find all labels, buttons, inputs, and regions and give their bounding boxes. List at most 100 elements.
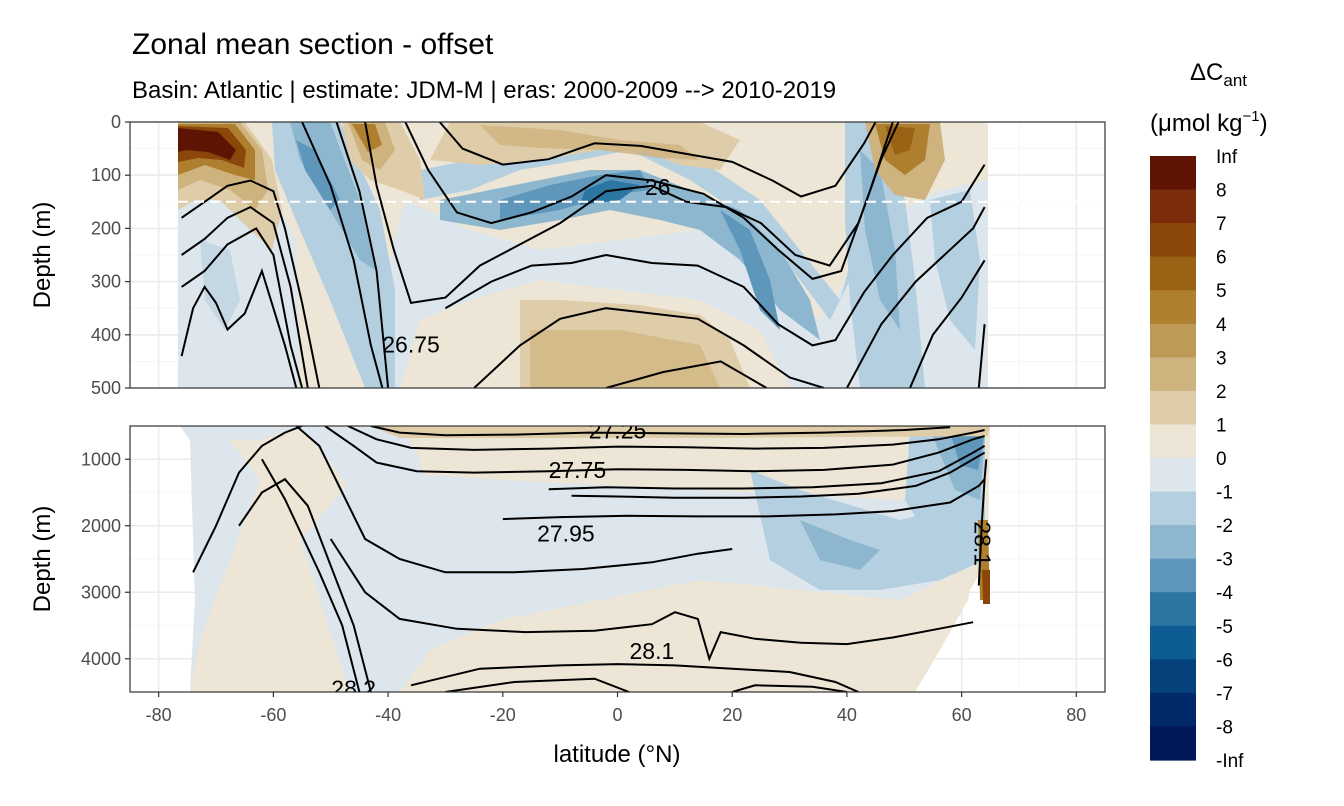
legend-label: -2: [1216, 516, 1233, 537]
legend-label: Inf: [1216, 147, 1238, 168]
contour-label: 28.2: [331, 676, 376, 702]
field-fill: [420, 122, 900, 320]
legend-color-key: [1150, 525, 1196, 560]
contour-label: 26.75: [382, 331, 440, 357]
legend-color-key: [1150, 390, 1196, 426]
legend-color-key: [1150, 189, 1196, 224]
upper-filled-field: [178, 122, 988, 388]
legend-title-main: ΔC: [1190, 59, 1223, 86]
y-tick-label: 2000: [81, 516, 121, 536]
upper-panel-border: [129, 121, 1106, 389]
legend-title-sub: ant: [1223, 71, 1247, 90]
legend-color-key: [1150, 357, 1196, 392]
legend-units-post: ): [1260, 110, 1268, 137]
field-fill: [178, 128, 236, 160]
lower-filled-field: [180, 426, 990, 692]
legend-color-key: [1150, 156, 1196, 191]
y-tick-label: 3000: [81, 582, 121, 602]
y-tick-label: 1000: [81, 449, 121, 469]
y-tick-label: 300: [91, 272, 121, 292]
isopycnal-contour: [370, 426, 951, 437]
legend-units-sup: −1: [1243, 108, 1260, 125]
legend-labels: Inf 8 7 6 5 4 3 2 1 0 -1 -2 -3 -4 -5 -6 -7 -8 -Inf: [1216, 147, 1244, 772]
field-fill: [930, 190, 980, 350]
legend-title: ΔCant: [1190, 59, 1247, 90]
legend-label: 0: [1216, 449, 1227, 470]
x-tick-label: 0: [612, 705, 622, 725]
isopycnal-contour: [295, 426, 733, 574]
legend-color-key: [1150, 290, 1196, 325]
isopycnal-contour: [977, 324, 986, 388]
legend-label: -6: [1216, 650, 1233, 671]
isopycnal-contour: [444, 164, 986, 347]
lower-y-axis: 1000 2000 3000 4000: [81, 449, 130, 669]
isopycnal-contour: [548, 445, 986, 491]
field-fill: [370, 426, 990, 438]
contour-label: 28.1: [969, 521, 995, 566]
x-tick-label: 40: [837, 705, 857, 725]
legend-label: -3: [1216, 550, 1233, 571]
legend-units-pre: (μmol kg: [1150, 110, 1243, 137]
upper-contour-labels: 26 26.75: [382, 174, 670, 357]
field-fill: [296, 140, 340, 210]
lower-panel: 27.25 27.75 27.95 28.1 28.2 28.1 1000 2000 3000…: [29, 418, 1106, 702]
contour-label: 27.25: [589, 418, 647, 444]
isopycnal-contour: [445, 677, 630, 692]
legend-color-key: [1150, 424, 1196, 459]
isopycnal-contour: [238, 477, 372, 692]
legend: ΔCant (μmol kg−1) Inf 8 7 6 5 4 3 2 1 0 -1 -2 -3 -4 -5…: [1150, 59, 1268, 772]
isopycnal-contour: [977, 459, 988, 586]
legend-label: 4: [1216, 315, 1227, 336]
isopycnal-contour: [192, 426, 303, 573]
isopycnal-contour: [301, 122, 384, 388]
legend-label: -Inf: [1216, 751, 1244, 772]
isopycnal-contour: [438, 122, 877, 198]
chart-title: Zonal mean section - offset: [132, 28, 494, 61]
field-fill: [750, 470, 985, 590]
field-fill: [480, 125, 700, 160]
legend-color-key: [1150, 323, 1196, 358]
field-fill: [530, 330, 720, 388]
isopycnal-contour: [473, 307, 825, 388]
isopycnal-contour: [410, 663, 859, 692]
isopycnal-contour: [502, 478, 986, 521]
field-fill: [800, 520, 880, 570]
x-axis-label: latitude (°N): [554, 741, 681, 768]
legend-label: 7: [1216, 214, 1227, 235]
legend-color-key: [1150, 491, 1196, 526]
isopycnal-contour: [181, 205, 309, 388]
legend-units: (μmol kg−1): [1150, 108, 1268, 137]
legend-color-key: [1150, 659, 1196, 694]
isopycnal-contour: [261, 458, 361, 692]
legend-color-key: [1150, 223, 1196, 258]
isopycnal-contour: [731, 684, 848, 692]
x-tick-label: -20: [490, 705, 516, 725]
legend-color-key: [1150, 692, 1196, 728]
isopycnal-contour: [605, 360, 768, 388]
x-tick-label: 60: [952, 705, 972, 725]
contour-label: 27.95: [537, 520, 595, 546]
chart-subtitle: Basin: Atlantic | estimate: JDM-M | eras…: [132, 77, 836, 104]
isopycnal-contour: [180, 268, 298, 388]
legend-label: 1: [1216, 415, 1227, 436]
lower-y-axis-label: Depth (m): [29, 506, 56, 613]
legend-label: -8: [1216, 717, 1233, 738]
legend-color-key: [1150, 625, 1196, 660]
legend-color-key: [1150, 558, 1196, 593]
legend-label: 6: [1216, 248, 1227, 269]
legend-label: -1: [1216, 483, 1233, 504]
field-fill: [860, 150, 900, 330]
legend-color-key: [1150, 256, 1196, 291]
legend-label: 2: [1216, 382, 1227, 403]
y-tick-label: 0: [111, 112, 121, 132]
isopycnal-contour: [846, 206, 986, 388]
isopycnal-contour: [181, 179, 321, 388]
isopycnal-contour: [571, 451, 986, 499]
isopycnal-contour: [181, 227, 304, 388]
legend-label: 8: [1216, 181, 1227, 202]
isopycnal-contour: [909, 259, 986, 388]
y-tick-label: 200: [91, 218, 121, 238]
x-tick-label: 80: [1066, 705, 1086, 725]
upper-y-axis: 0 100 200 300 400 500: [91, 112, 130, 398]
